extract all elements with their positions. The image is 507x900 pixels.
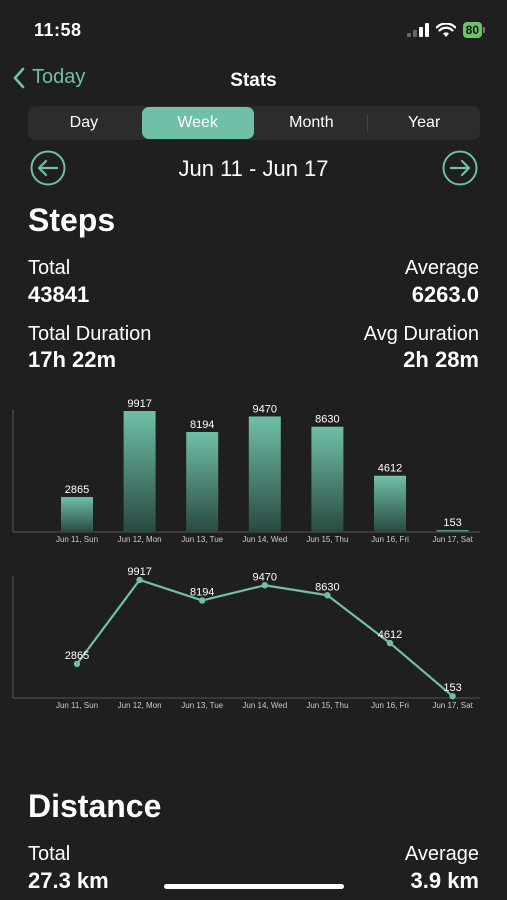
bar-value-label: 9917 <box>127 398 151 410</box>
avg-duration-label: Avg Duration <box>363 323 479 345</box>
bar[interactable] <box>311 426 344 532</box>
segment-divider <box>367 114 369 132</box>
distance-average-label: Average <box>404 843 479 865</box>
steps-average-value: 6263.0 <box>411 282 479 307</box>
x-tick-label: Jun 11, Sun <box>56 535 98 544</box>
bar[interactable] <box>374 475 406 532</box>
battery-cap <box>483 27 485 33</box>
status-icons: 80 <box>406 22 485 38</box>
point-value-label: 9917 <box>127 566 151 578</box>
x-tick-label: Jun 15, Thu <box>306 701 348 710</box>
steps-average-label: Average <box>404 257 479 279</box>
x-tick-label: Jun 16, Fri <box>371 701 409 710</box>
point-value-label: 4612 <box>378 629 402 641</box>
x-tick-label: Jun 14, Wed <box>242 535 287 544</box>
bar[interactable] <box>123 411 156 532</box>
distance-total-label: Total <box>28 843 71 865</box>
date-range-label: Jun 11 - Jun 17 <box>178 156 329 181</box>
date-range-row: Jun 11 - Jun 17 <box>0 148 507 188</box>
point-value-label: 8194 <box>190 586 214 598</box>
segment-week[interactable]: Week <box>141 107 254 139</box>
steps-total-label: Total <box>28 257 71 279</box>
x-tick-label: Jun 12, Mon <box>118 701 162 710</box>
x-tick-label: Jun 12, Mon <box>118 535 162 544</box>
line-point[interactable] <box>449 692 456 700</box>
previous-week-button[interactable] <box>30 150 66 186</box>
status-bar: 11:58 80 <box>0 0 507 56</box>
segment-month[interactable]: Month <box>289 114 334 131</box>
battery-icon: 80 <box>462 22 485 38</box>
distance-title: Distance <box>28 788 162 824</box>
line-point[interactable] <box>136 576 143 584</box>
total-duration-label: Total Duration <box>28 323 152 345</box>
avg-duration-value: 2h 28m <box>403 347 479 372</box>
x-tick-label: Jun 17, Sat <box>432 701 473 710</box>
status-time: 11:58 <box>34 20 82 40</box>
nav-bar: Today Stats <box>0 62 507 102</box>
x-tick-label: Jun 17, Sat <box>432 535 473 544</box>
bar[interactable] <box>248 416 281 532</box>
bar-value-label: 9470 <box>253 403 277 415</box>
bar-value-label: 8630 <box>315 414 339 426</box>
next-week-button[interactable] <box>442 150 478 186</box>
line-point[interactable] <box>324 592 331 599</box>
back-button[interactable]: Today <box>12 66 85 89</box>
total-duration-value: 17h 22m <box>28 347 117 372</box>
x-tick-label: Jun 13, Tue <box>181 535 223 544</box>
steps-line-chart: 2865 Jun 11, Sun 9917 Jun 12, Mon 8194 Jun 13… <box>12 566 480 710</box>
line-point[interactable] <box>261 582 268 589</box>
distance-average-value: 3.9 km <box>410 868 480 893</box>
line-point[interactable] <box>199 597 206 604</box>
steps-total-value: 43841 <box>28 282 90 307</box>
bar-value-label: 8194 <box>190 419 214 431</box>
segment-day[interactable]: Day <box>69 114 99 131</box>
bar[interactable] <box>186 432 219 532</box>
segment-year[interactable]: Year <box>407 114 441 131</box>
cellular-signal-icon <box>406 23 429 37</box>
line-point[interactable] <box>73 660 81 668</box>
x-tick-label: Jun 14, Wed <box>242 701 287 710</box>
steps-bar-chart: 2865 Jun 11, Sun 9917 Jun 12, Mon 8194 Jun 13… <box>12 398 480 544</box>
period-segmented-control: Day Week Month Year <box>28 106 480 140</box>
x-tick-label: Jun 11, Sun <box>56 701 98 710</box>
bar-value-label: 4612 <box>378 463 402 475</box>
bar[interactable] <box>436 530 469 532</box>
point-value-label: 2865 <box>65 650 89 662</box>
line-point[interactable] <box>386 639 394 647</box>
bar-value-label: 153 <box>443 517 461 529</box>
bar-value-label: 2865 <box>65 484 89 496</box>
x-tick-label: Jun 15, Thu <box>306 535 348 544</box>
wifi-icon <box>435 22 456 37</box>
point-value-label: 153 <box>443 682 461 694</box>
battery-level: 80 <box>462 22 482 38</box>
distance-total-value: 27.3 km <box>28 868 109 893</box>
steps-title: Steps <box>28 202 116 238</box>
bar[interactable] <box>61 497 93 532</box>
x-tick-label: Jun 13, Tue <box>181 701 223 710</box>
home-indicator <box>164 884 344 889</box>
point-value-label: 8630 <box>315 581 339 593</box>
chevron-left-icon <box>13 67 25 88</box>
x-tick-label: Jun 16, Fri <box>371 535 409 544</box>
back-label: Today <box>32 66 86 88</box>
point-value-label: 9470 <box>253 571 277 583</box>
